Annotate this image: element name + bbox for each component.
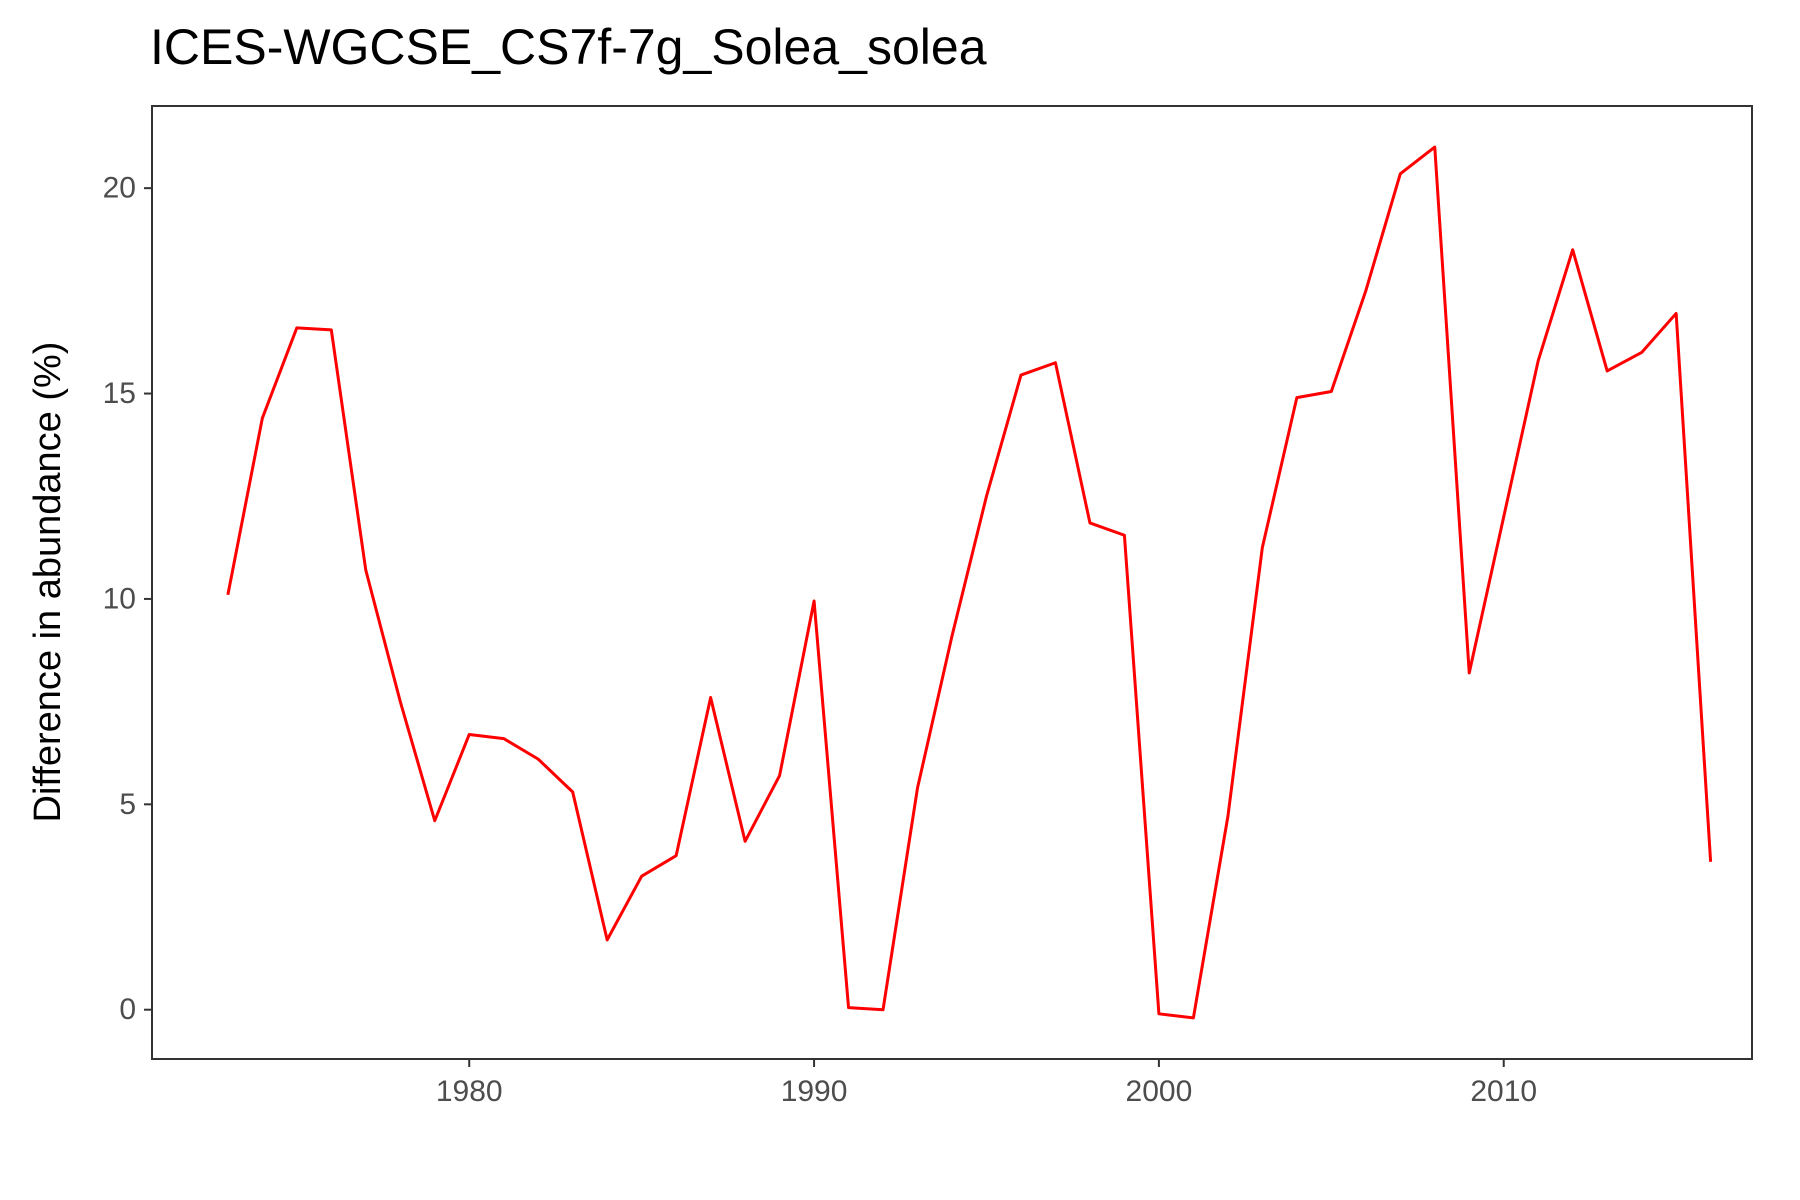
y-tick-label: 0 [119, 993, 136, 1026]
y-tick-label: 20 [103, 172, 136, 205]
y-axis: 0 5 10 15 20 [103, 172, 152, 1026]
plot-panel [151, 105, 1753, 1060]
y-tick-label: 5 [119, 788, 136, 821]
series-line-0 [226, 145, 1713, 1020]
y-tick-label: 15 [103, 377, 136, 410]
x-tick-label: 1990 [781, 1075, 848, 1108]
x-tick-label: 1980 [436, 1075, 503, 1108]
x-axis: 1980 1990 2000 2010 [436, 1059, 1537, 1108]
series-layer [226, 145, 1713, 1020]
y-tick-label: 10 [103, 582, 136, 615]
x-tick-label: 2010 [1470, 1075, 1537, 1108]
y-axis-title: Difference in abundance (%) [27, 342, 69, 823]
chart-title: ICES-WGCSE_CS7f-7g_Solea_solea [150, 19, 987, 75]
x-tick-label: 2000 [1126, 1075, 1193, 1108]
